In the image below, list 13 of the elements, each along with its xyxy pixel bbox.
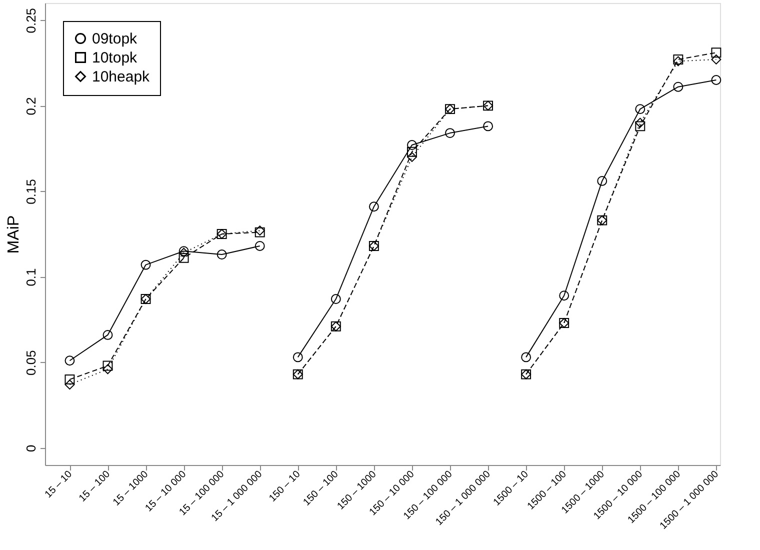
y-tick-label: 0 xyxy=(24,444,38,452)
y-tick-label: 0.25 xyxy=(24,8,38,34)
y-tick-label: 0.15 xyxy=(24,179,38,204)
y-axis-title: MAiP xyxy=(6,215,22,254)
x-tick-label: 150 – 10 xyxy=(267,468,303,504)
legend-label: 10heapk xyxy=(92,68,150,86)
legend-label: 09topk xyxy=(92,30,138,48)
x-tick-label: 15 – 100 xyxy=(77,468,113,504)
x-tick-label: 15 – 10 xyxy=(43,468,75,500)
y-tick-label: 0.1 xyxy=(24,268,38,286)
y-tick-label: 0.2 xyxy=(24,97,38,116)
legend-label: 10topk xyxy=(92,50,138,66)
y-tick-label: 0.05 xyxy=(24,350,38,376)
